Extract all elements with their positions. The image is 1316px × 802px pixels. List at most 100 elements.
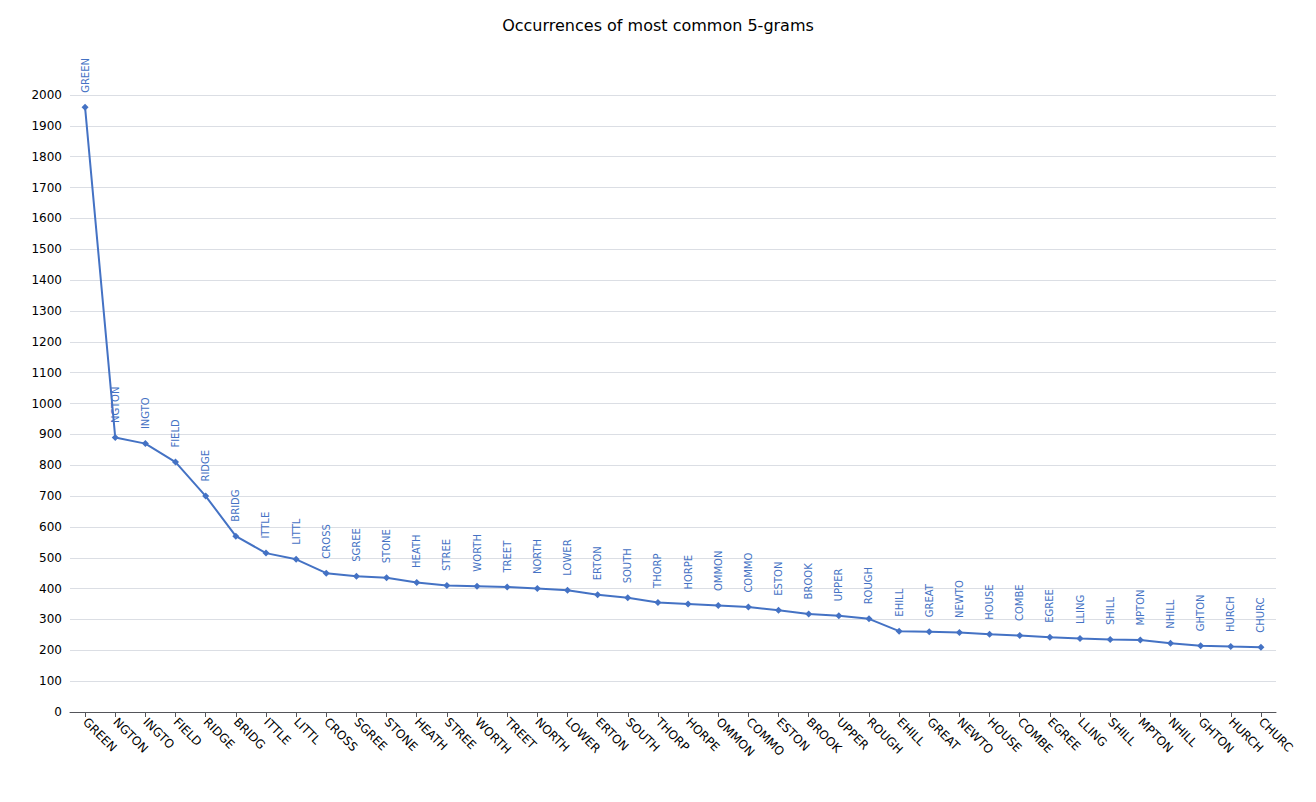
svg-text:INGTO: INGTO <box>140 715 177 752</box>
svg-text:Occurrences of most common 5-g: Occurrences of most common 5-grams <box>502 16 814 35</box>
svg-text:HORPE: HORPE <box>683 715 723 755</box>
svg-text:NHILL: NHILL <box>1166 715 1201 750</box>
svg-text:COMBE: COMBE <box>1014 715 1056 756</box>
svg-text:HOUSE: HOUSE <box>984 584 995 619</box>
svg-text:HORPE: HORPE <box>683 555 694 590</box>
svg-text:NEWTO: NEWTO <box>954 715 997 757</box>
svg-text:BRIDG: BRIDG <box>231 715 268 752</box>
svg-text:COMMO: COMMO <box>743 553 754 593</box>
svg-text:LLING: LLING <box>1075 715 1110 750</box>
svg-text:MPTON: MPTON <box>1135 589 1146 625</box>
svg-text:BROOK: BROOK <box>803 715 845 756</box>
svg-text:STONE: STONE <box>381 715 421 754</box>
svg-text:GREEN: GREEN <box>80 715 120 755</box>
svg-text:ROUGH: ROUGH <box>863 567 874 604</box>
svg-text:0: 0 <box>54 705 62 719</box>
svg-text:500: 500 <box>39 551 62 565</box>
svg-text:INGTO: INGTO <box>140 397 151 429</box>
svg-text:SOUTH: SOUTH <box>622 715 663 755</box>
svg-text:100: 100 <box>39 674 62 688</box>
svg-text:SGREE: SGREE <box>351 528 362 562</box>
svg-text:400: 400 <box>39 582 62 596</box>
svg-text:1600: 1600 <box>31 211 62 225</box>
svg-text:FIELD: FIELD <box>171 715 205 749</box>
svg-text:NHILL: NHILL <box>1165 599 1176 629</box>
svg-text:LITTL: LITTL <box>291 518 302 545</box>
svg-text:ITTLE: ITTLE <box>260 512 271 539</box>
svg-text:THORP: THORP <box>652 714 692 754</box>
svg-text:GREAT: GREAT <box>924 583 935 617</box>
svg-text:OMMON: OMMON <box>713 551 724 591</box>
svg-text:LOWER: LOWER <box>562 715 604 756</box>
svg-text:2000: 2000 <box>31 88 62 102</box>
svg-text:NGTON: NGTON <box>110 387 121 423</box>
svg-text:COMBE: COMBE <box>1014 584 1025 621</box>
svg-text:900: 900 <box>39 427 62 441</box>
svg-text:NORTH: NORTH <box>532 539 543 574</box>
svg-text:WORTH: WORTH <box>472 715 514 757</box>
svg-text:1800: 1800 <box>31 150 62 164</box>
svg-text:ITTLE: ITTLE <box>261 715 294 748</box>
svg-text:BROOK: BROOK <box>803 563 814 600</box>
svg-text:HEATH: HEATH <box>411 534 422 568</box>
svg-text:1300: 1300 <box>31 304 62 318</box>
svg-text:OMMON: OMMON <box>713 715 758 760</box>
svg-text:EGREE: EGREE <box>1045 715 1083 753</box>
svg-text:1900: 1900 <box>31 119 62 133</box>
svg-text:RIDGE: RIDGE <box>200 450 211 482</box>
svg-text:UPPER: UPPER <box>833 569 844 602</box>
svg-text:FIELD: FIELD <box>170 419 181 448</box>
svg-text:LLING: LLING <box>1075 595 1086 624</box>
svg-text:CHURC: CHURC <box>1255 597 1266 632</box>
svg-text:HOUSE: HOUSE <box>984 715 1025 755</box>
svg-text:CROSS: CROSS <box>321 715 361 755</box>
svg-text:THORP: THORP <box>652 553 663 588</box>
svg-text:1100: 1100 <box>31 366 62 380</box>
svg-text:CHURC: CHURC <box>1256 715 1296 755</box>
svg-text:HEATH: HEATH <box>412 715 450 753</box>
svg-text:SHILL: SHILL <box>1105 715 1139 749</box>
svg-text:ESTON: ESTON <box>773 562 784 596</box>
svg-text:EHILL: EHILL <box>894 715 928 749</box>
svg-text:SHILL: SHILL <box>1105 597 1116 625</box>
svg-text:TREET: TREET <box>502 714 540 752</box>
svg-text:WORTH: WORTH <box>472 534 483 572</box>
svg-text:1700: 1700 <box>31 181 62 195</box>
svg-text:SGREE: SGREE <box>351 715 389 753</box>
svg-text:RIDGE: RIDGE <box>201 715 238 752</box>
svg-text:UPPER: UPPER <box>834 715 872 753</box>
svg-text:NGTON: NGTON <box>110 715 151 756</box>
svg-text:STREE: STREE <box>442 715 479 752</box>
svg-text:GHTON: GHTON <box>1195 715 1237 757</box>
svg-text:MPTON: MPTON <box>1135 715 1176 756</box>
svg-text:600: 600 <box>39 520 62 534</box>
svg-text:300: 300 <box>39 612 62 626</box>
svg-text:EHILL: EHILL <box>894 588 905 616</box>
svg-text:GREAT: GREAT <box>924 715 963 754</box>
svg-text:1500: 1500 <box>31 242 62 256</box>
svg-text:LOWER: LOWER <box>562 539 573 575</box>
svg-text:800: 800 <box>39 458 62 472</box>
svg-text:200: 200 <box>39 643 62 657</box>
svg-text:STONE: STONE <box>381 529 392 563</box>
svg-text:1400: 1400 <box>31 273 62 287</box>
svg-text:GREEN: GREEN <box>80 58 91 93</box>
svg-text:1200: 1200 <box>31 335 62 349</box>
svg-text:ROUGH: ROUGH <box>864 715 906 757</box>
svg-text:NEWTO: NEWTO <box>954 580 965 618</box>
svg-text:COMMO: COMMO <box>743 715 788 759</box>
svg-text:ERTON: ERTON <box>592 546 603 580</box>
svg-text:SOUTH: SOUTH <box>622 548 633 583</box>
svg-text:GHTON: GHTON <box>1195 594 1206 631</box>
svg-text:700: 700 <box>39 489 62 503</box>
svg-text:1000: 1000 <box>31 397 62 411</box>
svg-text:NORTH: NORTH <box>532 715 573 755</box>
svg-text:HURCH: HURCH <box>1225 596 1236 632</box>
svg-text:HURCH: HURCH <box>1225 715 1267 756</box>
svg-text:EGREE: EGREE <box>1044 589 1055 623</box>
svg-text:STREE: STREE <box>441 539 452 571</box>
svg-text:CROSS: CROSS <box>321 524 332 559</box>
svg-text:LITTL: LITTL <box>291 715 323 747</box>
svg-text:BRIDG: BRIDG <box>230 489 241 521</box>
svg-text:TREET: TREET <box>502 540 513 574</box>
